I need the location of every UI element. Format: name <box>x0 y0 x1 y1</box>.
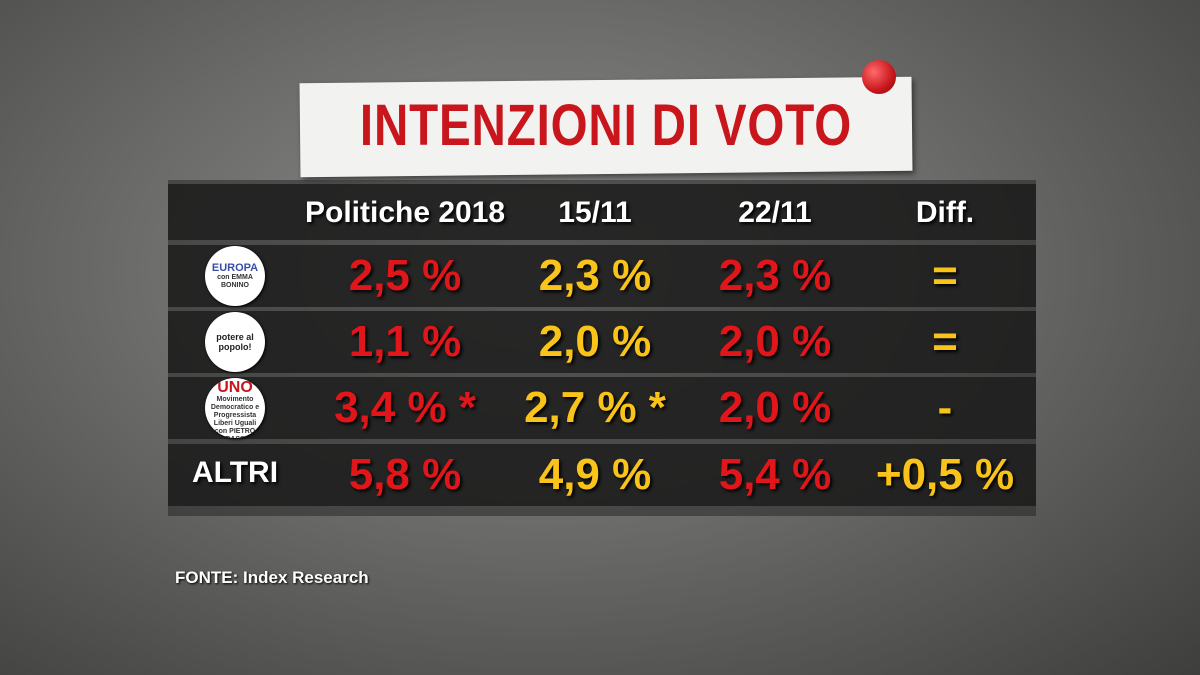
value-cell: 2,3 % <box>718 251 832 300</box>
party-logo: EUROPA con EMMA BONINO <box>205 246 265 306</box>
pushpin <box>862 60 896 94</box>
logo-text: con PIETRO GRASSO <box>214 428 256 438</box>
title: INTENZIONI DI VOTO <box>359 93 853 158</box>
value-cell: = <box>932 251 958 300</box>
source: FONTE: Index Research <box>175 568 369 587</box>
table-row: potere al popolo! 1,1 % 2,0 % 2,0 % = <box>168 311 1036 373</box>
value-cell: 1,1 % <box>348 317 462 366</box>
logo-text: EUROPA <box>211 262 259 274</box>
value-cell: - <box>937 383 953 432</box>
table-row: articoloUNOMovimento Democratico e Progr… <box>168 377 1036 439</box>
column-header: Politiche 2018 <box>305 196 506 229</box>
table-row: EUROPA con EMMA BONINO 2,5 % 2,3 % 2,3 % = <box>168 245 1036 307</box>
value-cell: 3,4 % * <box>334 383 476 432</box>
column-header: 22/11 <box>738 196 812 229</box>
logo-text: Movimento Democratico e Progressista <box>210 396 260 419</box>
value-cell: = <box>932 317 958 366</box>
value-cell: +0,5 % <box>875 450 1015 499</box>
value-cell: 2,0 % <box>718 383 832 432</box>
column-header: 15/11 <box>558 196 632 229</box>
value-cell: 4,9 % <box>538 450 652 499</box>
value-cell: 2,0 % <box>538 317 652 366</box>
value-cell: 2,5 % <box>348 251 462 300</box>
logo-text: UNO <box>217 379 253 396</box>
value-cell: 2,0 % <box>718 317 832 366</box>
party-logo: potere al popolo! <box>205 312 265 372</box>
logo-text: potere al popolo! <box>216 332 254 352</box>
value-cell: 2,3 % <box>538 251 652 300</box>
value-cell: 5,8 % <box>348 450 462 499</box>
value-cell: 2,7 % * <box>524 383 666 432</box>
column-header: Diff. <box>915 196 975 229</box>
row-label: ALTRI <box>191 456 279 489</box>
value-cell: 5,4 % <box>718 450 832 499</box>
header-row: Politiche 2018 15/11 22/11 Diff. <box>168 184 1036 240</box>
logo-text: Liberi Uguali <box>213 420 257 427</box>
logo-text: con EMMA BONINO <box>217 274 253 289</box>
party-logo: articoloUNOMovimento Democratico e Progr… <box>205 378 265 438</box>
table-row: ALTRI 5,8 % 4,9 % 5,4 % +0,5 % <box>168 444 1036 506</box>
logo-text: articolo <box>205 378 265 380</box>
